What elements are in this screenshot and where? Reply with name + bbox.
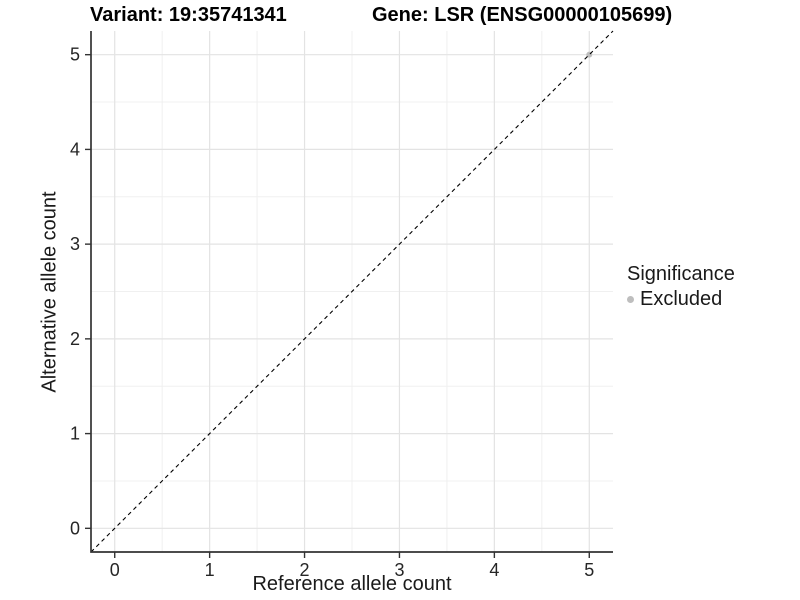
y-tick-label: 5: [70, 45, 80, 65]
x-axis-title: Reference allele count: [252, 573, 452, 595]
plot-title-variant: Variant: 19:35741341: [90, 4, 287, 26]
plot-title-gene: Gene: LSR (ENSG00000105699): [372, 4, 673, 26]
legend: Significance Excluded: [627, 262, 735, 312]
axis-lines: [90, 31, 613, 553]
y-tick-label: 3: [70, 234, 80, 254]
y-tick-label: 2: [70, 329, 80, 349]
y-tick-label: 1: [70, 424, 80, 444]
legend-entry-label: Excluded: [640, 288, 723, 310]
x-tick-label: 4: [489, 560, 499, 580]
x-tick-label: 0: [110, 560, 120, 580]
x-tick-label: 2: [300, 560, 310, 580]
legend-title: Significance: [627, 263, 735, 285]
legend-entry-excluded: Excluded: [627, 287, 735, 312]
identity-dashed-line: [90, 30, 614, 553]
excluded-point-marker-icon: [627, 296, 634, 303]
x-tick-label: 5: [584, 560, 594, 580]
y-tick-label: 4: [70, 139, 80, 159]
y-tick-label: 0: [70, 518, 80, 538]
x-tick-label: 3: [394, 560, 404, 580]
x-tick-label: 1: [205, 560, 215, 580]
